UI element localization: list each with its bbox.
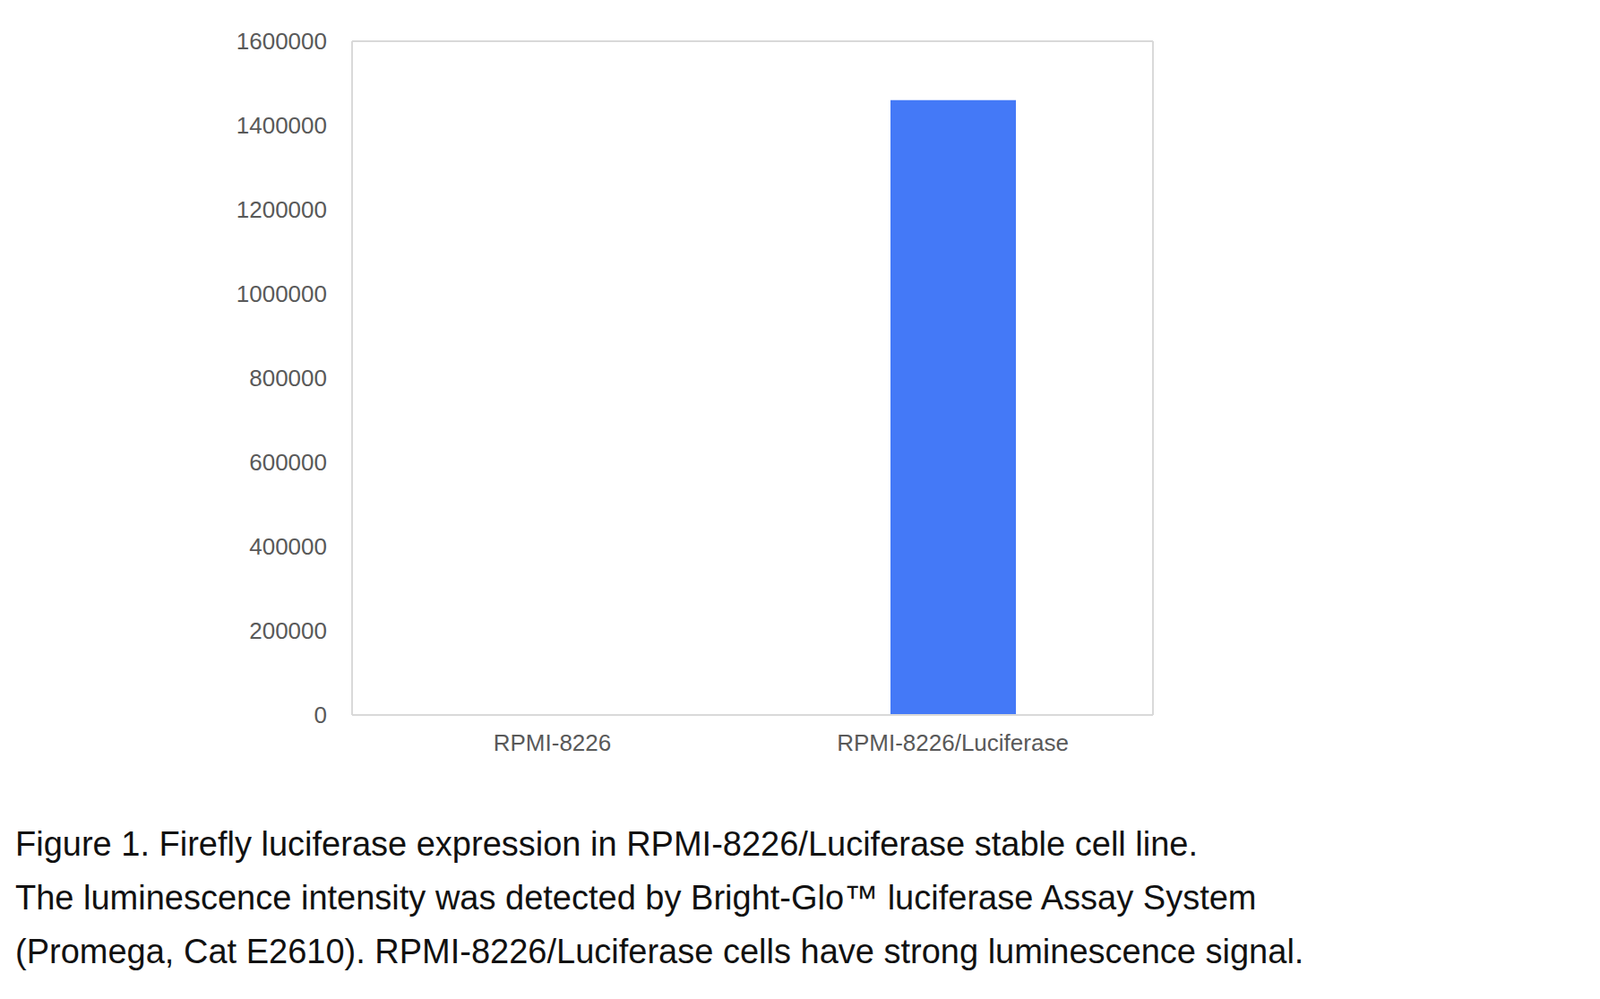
- svg-text:600000: 600000: [249, 448, 327, 476]
- svg-text:400000: 400000: [249, 533, 327, 560]
- html-text:The luminescence intensity was: The luminescence intensity was detected …: [15, 878, 1257, 917]
- svg-text:1200000: 1200000: [236, 196, 327, 224]
- svg-text:1400000: 1400000: [236, 111, 327, 139]
- svg-text:RPMI-8226: RPMI-8226: [493, 729, 612, 757]
- html-text:Figure 1. Firefly luciferase e: Figure 1. Firefly luciferase expression …: [15, 825, 1198, 863]
- svg-text:0: 0: [314, 701, 327, 729]
- svg-text:1600000: 1600000: [236, 27, 327, 55]
- html-text:(Promega, Cat E2610). RPMI-822: (Promega, Cat E2610). RPMI-8226/Lucifera…: [15, 932, 1304, 971]
- svg-text:800000: 800000: [249, 364, 327, 392]
- svg-text:1000000: 1000000: [236, 280, 327, 308]
- svg-text:RPMI-8226/Luciferase: RPMI-8226/Luciferase: [836, 729, 1069, 757]
- svg-text:200000: 200000: [249, 617, 327, 645]
